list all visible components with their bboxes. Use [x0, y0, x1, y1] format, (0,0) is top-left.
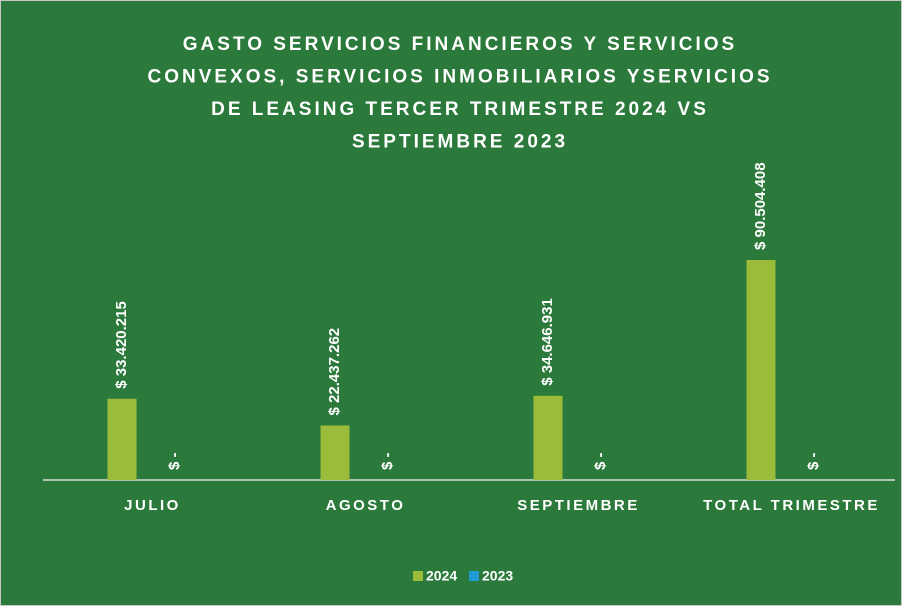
bar	[533, 395, 563, 480]
chart-title: SEPTIEMBRE 2023	[352, 132, 568, 153]
bar	[107, 398, 137, 480]
data-label: $ -	[166, 452, 183, 470]
data-label: $ -	[592, 452, 609, 470]
bar	[320, 425, 350, 480]
data-label: $ -	[379, 452, 396, 470]
chart-title: GASTO SERVICIOS FINANCIEROS Y SERVICIOS	[183, 34, 737, 55]
legend-label: 2024	[426, 568, 457, 584]
legend-label: 2023	[482, 568, 513, 584]
x-tick-label: SEPTIEMBRE	[517, 497, 640, 514]
x-tick-label: JULIO	[124, 497, 181, 514]
legend-swatch	[413, 571, 423, 581]
chart-title: CONVEXOS, SERVICIOS INMOBILIARIOS YSERVI…	[147, 67, 772, 88]
bar	[746, 260, 776, 480]
legend-swatch	[469, 571, 479, 581]
data-label: $ -	[805, 452, 822, 470]
data-label: $ 22.437.262	[326, 328, 343, 416]
data-label: $ 33.420.215	[113, 301, 130, 389]
data-label: $ 90.504.408	[752, 162, 769, 250]
chart-title: DE LEASING TERCER TRIMESTRE 2024 VS	[211, 99, 709, 120]
x-tick-label: TOTAL TRIMESTRE	[703, 497, 880, 514]
x-tick-label: AGOSTO	[326, 497, 406, 514]
data-label: $ 34.646.931	[539, 298, 556, 386]
